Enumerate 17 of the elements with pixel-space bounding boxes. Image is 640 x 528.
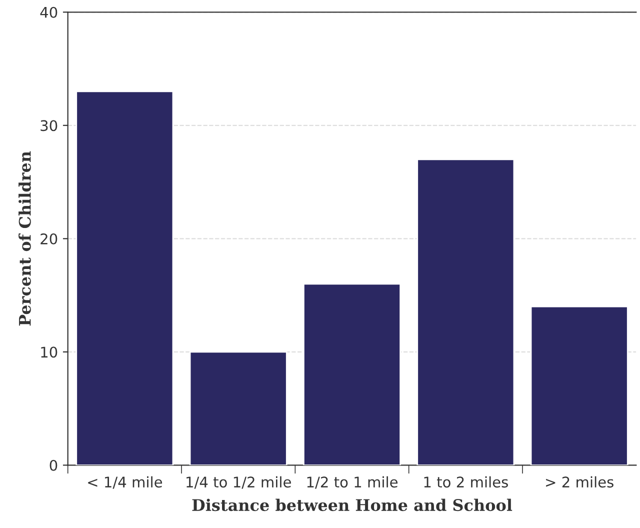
y-tick-label: 10: [41, 346, 58, 358]
bar: [189, 351, 288, 466]
bar: [530, 306, 628, 466]
bar: [76, 90, 174, 466]
x-tick-label: > 2 miles: [546, 476, 614, 488]
x-tick-label: < 1/4 mile: [88, 476, 162, 489]
y-tick-label: 0: [50, 460, 58, 471]
x-tick-label: 1 to 2 miles: [424, 476, 508, 488]
x-tick-label: 1/4 to 1/2 mile: [186, 476, 291, 489]
y-tick-label: 30: [40, 120, 58, 132]
x-tick-label: 1/2 to 1 mile: [307, 476, 398, 489]
y-tick-label: 20: [40, 233, 58, 244]
x-axis-title: Distance between Home and School: [192, 498, 512, 512]
bar: [303, 283, 401, 466]
y-axis-title: Percent of Children: [18, 151, 31, 326]
y-tick-label: 40: [40, 6, 58, 18]
bar: [416, 158, 515, 466]
